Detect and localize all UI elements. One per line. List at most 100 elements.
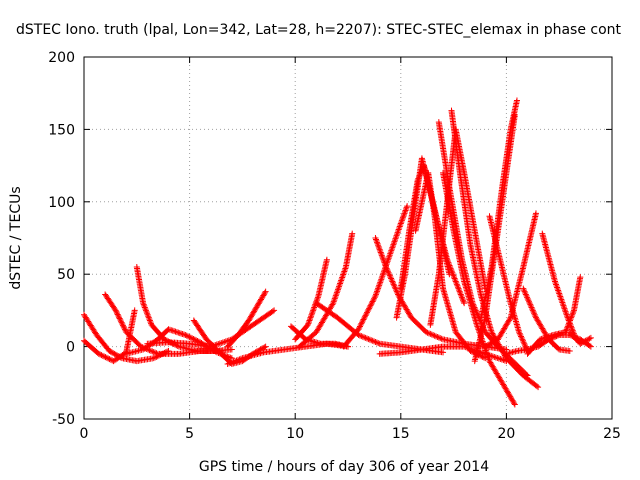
data-point bbox=[229, 359, 236, 366]
data-point bbox=[369, 337, 376, 344]
y-tick-label: 0 bbox=[66, 340, 75, 356]
y-tick-label: 150 bbox=[48, 122, 75, 138]
data-point bbox=[489, 339, 496, 346]
data-point bbox=[557, 295, 564, 302]
data-point bbox=[395, 226, 402, 233]
data-point bbox=[524, 295, 531, 302]
data-point bbox=[141, 304, 148, 311]
data-point bbox=[395, 228, 402, 235]
data-point bbox=[359, 317, 366, 324]
data-point bbox=[120, 323, 127, 330]
data-point bbox=[390, 241, 397, 248]
data-point bbox=[457, 290, 464, 297]
data-point bbox=[579, 339, 586, 346]
data-point bbox=[333, 291, 340, 298]
data-point bbox=[142, 307, 149, 314]
data-point bbox=[570, 308, 577, 315]
data-point bbox=[365, 306, 372, 313]
data-point bbox=[564, 323, 571, 330]
data-point bbox=[553, 281, 560, 288]
data-point bbox=[456, 288, 463, 295]
data-point bbox=[565, 320, 572, 327]
data-point bbox=[476, 352, 483, 359]
x-tick-label: 15 bbox=[392, 426, 410, 442]
series-31 bbox=[520, 285, 573, 354]
data-point bbox=[401, 210, 408, 217]
data-point bbox=[146, 317, 153, 324]
data-point bbox=[451, 275, 458, 282]
data-point bbox=[513, 97, 520, 104]
data-point bbox=[361, 313, 368, 320]
data-point bbox=[520, 285, 527, 292]
data-point bbox=[567, 317, 574, 324]
data-point bbox=[425, 330, 432, 337]
data-point bbox=[374, 286, 381, 293]
data-point bbox=[340, 269, 347, 276]
data-point bbox=[402, 208, 409, 215]
data-point bbox=[379, 255, 386, 262]
data-point bbox=[511, 401, 518, 408]
data-point bbox=[528, 304, 535, 311]
data-point bbox=[142, 305, 149, 312]
series-8 bbox=[144, 307, 278, 350]
data-point bbox=[516, 330, 523, 337]
data-point bbox=[563, 326, 570, 333]
data-point bbox=[309, 308, 316, 315]
data-point bbox=[145, 314, 152, 321]
data-point bbox=[391, 237, 398, 244]
series-9 bbox=[292, 256, 330, 343]
data-point bbox=[332, 294, 339, 301]
data-point bbox=[529, 307, 536, 314]
data-point bbox=[577, 274, 584, 281]
data-point bbox=[376, 282, 383, 289]
data-point bbox=[495, 355, 502, 362]
data-point bbox=[374, 240, 381, 247]
data-point bbox=[112, 307, 119, 314]
data-point bbox=[389, 278, 396, 285]
data-point bbox=[558, 298, 565, 305]
data-point bbox=[117, 316, 124, 323]
data-point bbox=[367, 302, 374, 309]
data-point bbox=[341, 266, 348, 273]
data-point bbox=[219, 339, 226, 346]
data-point bbox=[218, 339, 225, 346]
data-point bbox=[396, 223, 403, 230]
data-point bbox=[102, 354, 109, 361]
data-point bbox=[511, 400, 518, 407]
x-axis-label: GPS time / hours of day 306 of year 2014 bbox=[199, 459, 489, 475]
data-point bbox=[531, 311, 538, 318]
data-point bbox=[581, 338, 588, 345]
data-point bbox=[460, 297, 467, 304]
data-point bbox=[357, 322, 364, 329]
x-tick-label: 5 bbox=[185, 426, 194, 442]
data-point bbox=[560, 304, 567, 311]
data-point bbox=[435, 334, 442, 341]
data-point bbox=[368, 299, 375, 306]
data-point bbox=[555, 288, 562, 295]
data-point bbox=[310, 307, 317, 314]
data-point bbox=[183, 332, 190, 339]
data-point bbox=[461, 300, 468, 307]
data-point bbox=[117, 318, 124, 325]
data-point bbox=[452, 278, 459, 285]
data-point bbox=[378, 276, 385, 283]
data-point bbox=[479, 353, 486, 360]
data-point bbox=[363, 310, 370, 317]
data-point bbox=[424, 329, 431, 336]
data-point bbox=[530, 308, 537, 315]
chart-title: dSTEC Iono. truth (lpal, Lon=342, Lat=28… bbox=[16, 22, 622, 38]
data-point bbox=[314, 294, 321, 301]
data-point bbox=[393, 232, 400, 239]
data-point bbox=[587, 334, 594, 341]
y-axis-label: dSTEC / TECUs bbox=[8, 186, 24, 289]
data-point bbox=[375, 285, 382, 292]
data-point bbox=[392, 235, 399, 242]
data-point bbox=[337, 280, 344, 287]
data-point bbox=[553, 282, 560, 289]
data-point bbox=[417, 169, 424, 176]
data-point bbox=[338, 277, 345, 284]
data-point bbox=[559, 301, 566, 308]
data-point bbox=[143, 308, 150, 315]
data-point bbox=[491, 338, 498, 345]
data-point bbox=[460, 298, 467, 305]
